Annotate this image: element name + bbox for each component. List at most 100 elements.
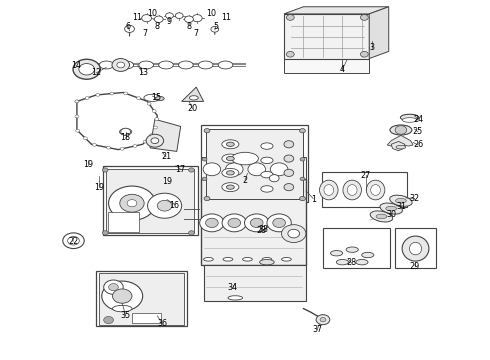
Ellipse shape: [395, 198, 406, 203]
Circle shape: [300, 157, 305, 161]
Text: 14: 14: [71, 61, 81, 70]
Circle shape: [228, 218, 241, 228]
Circle shape: [75, 100, 79, 103]
Text: 31: 31: [397, 202, 407, 211]
Bar: [97, 271, 187, 327]
Circle shape: [193, 15, 202, 22]
Text: 27: 27: [361, 171, 371, 180]
Circle shape: [284, 169, 294, 176]
Text: 17: 17: [175, 165, 186, 174]
Circle shape: [152, 110, 156, 113]
Text: 36: 36: [157, 319, 167, 328]
Ellipse shape: [159, 61, 173, 69]
Circle shape: [273, 218, 286, 228]
Text: 18: 18: [121, 133, 131, 142]
Ellipse shape: [178, 61, 193, 69]
Ellipse shape: [356, 260, 368, 265]
Text: 10: 10: [206, 9, 216, 18]
Ellipse shape: [270, 175, 279, 182]
Text: 12: 12: [91, 68, 101, 77]
Circle shape: [127, 200, 137, 207]
Circle shape: [200, 214, 224, 232]
Ellipse shape: [222, 168, 239, 177]
Text: 30: 30: [386, 210, 396, 219]
Circle shape: [287, 51, 294, 57]
Circle shape: [284, 141, 294, 148]
Circle shape: [110, 92, 114, 95]
Ellipse shape: [336, 260, 348, 265]
Text: 16: 16: [170, 201, 179, 210]
Circle shape: [299, 129, 305, 133]
Bar: [203, 265, 306, 301]
Circle shape: [245, 214, 269, 232]
Circle shape: [222, 214, 246, 232]
Circle shape: [202, 177, 207, 181]
Text: 21: 21: [161, 152, 171, 161]
Ellipse shape: [222, 140, 239, 149]
Polygon shape: [150, 119, 181, 152]
Circle shape: [361, 51, 368, 57]
Circle shape: [288, 229, 299, 238]
Ellipse shape: [376, 214, 387, 219]
Circle shape: [267, 214, 291, 232]
Ellipse shape: [319, 180, 338, 200]
Ellipse shape: [228, 296, 243, 300]
Circle shape: [316, 315, 330, 325]
Text: 20: 20: [187, 104, 197, 113]
Circle shape: [63, 233, 84, 249]
Text: 9: 9: [167, 17, 172, 26]
Circle shape: [133, 145, 137, 147]
Ellipse shape: [410, 242, 421, 255]
Bar: [284, 14, 369, 59]
Bar: [103, 166, 198, 235]
Ellipse shape: [371, 185, 380, 195]
Text: 28: 28: [346, 258, 356, 267]
Circle shape: [300, 177, 305, 181]
Ellipse shape: [262, 257, 272, 261]
Circle shape: [320, 318, 326, 322]
Text: 3: 3: [369, 43, 374, 52]
Circle shape: [204, 129, 210, 133]
Ellipse shape: [390, 195, 412, 206]
Bar: [284, 58, 369, 73]
Bar: [99, 273, 184, 325]
Text: 5: 5: [213, 22, 219, 31]
Text: 8: 8: [155, 22, 160, 31]
Circle shape: [104, 280, 123, 294]
Bar: [201, 179, 306, 265]
Bar: [132, 313, 161, 323]
Circle shape: [211, 26, 219, 32]
Circle shape: [151, 138, 159, 144]
Circle shape: [203, 163, 220, 176]
Polygon shape: [387, 135, 413, 146]
Bar: [206, 129, 303, 199]
Ellipse shape: [222, 154, 239, 163]
Ellipse shape: [346, 247, 358, 252]
Polygon shape: [182, 87, 203, 102]
Text: 7: 7: [194, 29, 199, 38]
Ellipse shape: [396, 145, 406, 149]
Circle shape: [225, 163, 243, 176]
Ellipse shape: [261, 171, 273, 178]
Circle shape: [143, 140, 147, 143]
Circle shape: [85, 96, 89, 99]
Circle shape: [109, 186, 155, 220]
Ellipse shape: [261, 157, 273, 163]
Ellipse shape: [260, 260, 274, 265]
Text: 1: 1: [311, 195, 316, 204]
Text: 6: 6: [125, 22, 130, 31]
Ellipse shape: [367, 180, 385, 200]
Ellipse shape: [155, 96, 164, 101]
Ellipse shape: [120, 129, 132, 135]
Circle shape: [93, 143, 97, 146]
Ellipse shape: [400, 114, 419, 121]
Text: 15: 15: [151, 93, 161, 102]
Circle shape: [68, 237, 79, 245]
Text: 34: 34: [228, 283, 238, 292]
Text: 13: 13: [138, 68, 147, 77]
Text: 32: 32: [410, 194, 419, 203]
Ellipse shape: [203, 257, 213, 261]
Circle shape: [104, 316, 114, 324]
Text: 19: 19: [83, 160, 93, 169]
Text: 23: 23: [256, 226, 266, 235]
